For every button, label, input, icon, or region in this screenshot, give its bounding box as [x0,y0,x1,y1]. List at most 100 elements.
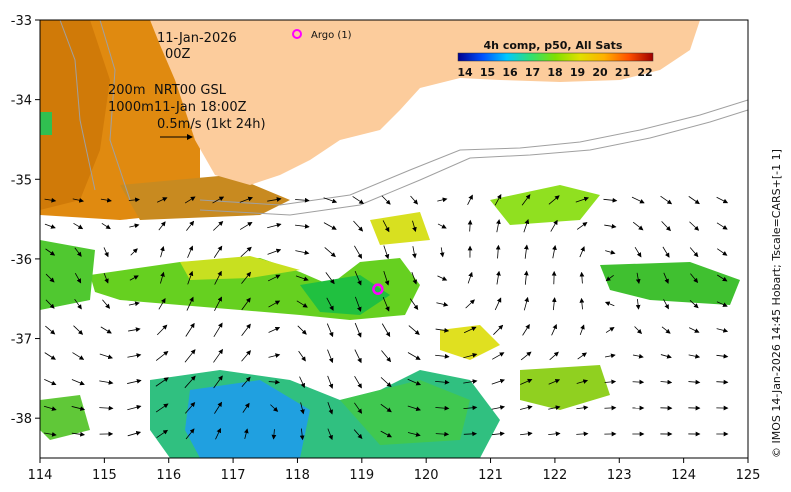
current-vector [127,430,142,437]
current-vector [323,222,337,230]
sst-patch-central-dark [300,275,390,315]
current-vector [187,270,194,285]
current-vector [663,272,669,284]
current-vector [241,350,251,362]
x-axis: 114 115 116 117 118 119 120 121 122 123 124 125 [28,458,760,483]
scale-label: 0.5m/s (1kt 24h) [157,117,266,132]
current-vector [128,197,140,203]
current-vector [295,275,309,282]
current-vector [44,223,56,229]
current-vector [688,327,700,333]
y-tick-label: -33 [11,14,32,29]
current-vector [521,194,531,206]
current-vector [158,298,166,310]
current-vector [325,272,335,285]
current-vector [381,195,391,205]
current-vector [382,220,390,233]
current-vector [323,197,338,204]
current-vector [716,353,729,359]
current-vector [297,325,307,335]
current-vector [160,246,165,258]
x-tick-label: 120 [414,468,439,483]
current-vector [241,376,251,388]
current-vector [99,353,113,360]
current-vector [156,324,168,336]
current-vector [127,404,142,411]
current-vector [45,273,55,283]
isobath-west-2 [99,20,131,201]
sst-patch-sw [40,395,90,440]
current-vector [239,221,253,230]
current-vector [435,431,450,437]
current-vector [522,323,530,336]
current-vector [241,297,251,311]
sst-patch-mid-yellow [370,212,430,245]
current-vector [716,222,728,230]
current-vector [604,379,617,385]
current-vector [463,431,478,437]
current-vector [467,194,473,205]
current-vector [103,247,109,258]
current-vector [661,221,671,232]
current-vector [495,244,501,259]
current-vector [102,299,111,309]
current-vector [382,296,390,312]
current-vector [185,401,196,414]
current-vector [579,297,585,310]
map-time: 00Z [165,47,191,62]
current-vector [354,349,362,364]
current-vector [688,379,701,385]
current-vector [411,272,418,285]
current-vector [604,405,617,411]
current-vector [44,197,57,203]
current-vector [548,431,561,437]
current-vector [155,377,169,387]
current-vector [716,379,729,385]
current-vector [295,223,310,229]
current-vector [412,220,417,233]
current-vector [326,323,334,338]
sst-patch-east-3 [440,325,500,360]
current-vector [491,378,505,385]
current-vector [72,197,85,203]
current-vector [213,245,223,258]
current-vector [435,353,450,359]
current-vector [187,245,194,258]
current-vector [299,428,305,441]
current-vector [660,195,673,205]
current-source-label: NRT00 GSL [154,83,227,98]
current-vector [407,378,422,386]
current-vector [494,193,502,206]
current-vector [493,324,504,335]
isobath-west-1 [59,20,96,191]
current-vector [243,428,249,439]
current-vector [353,429,363,440]
current-vector [155,403,169,413]
current-vector [327,428,333,441]
current-vector [407,432,421,437]
current-vector [186,296,194,311]
current-vector [435,379,450,385]
colorbar-tick-label: 17 [525,66,540,79]
current-vector [437,197,448,203]
current-vector [354,402,363,414]
current-vector [326,297,334,311]
current-vector [156,429,169,439]
current-vector [213,322,223,337]
current-vector [213,220,224,231]
sst-patch-south-green [340,380,470,445]
colorbar-tick-label: 16 [502,66,518,79]
current-vector [71,406,86,411]
current-vector [45,299,55,309]
current-vector [635,272,641,284]
argo-float-marker[interactable] [372,283,384,295]
current-vector [71,431,85,437]
current-vector [74,247,82,257]
credit-text: © IMOS 14-Jan-2026 14:45 Hobart; Tscale=… [770,149,783,458]
current-vector [73,325,84,335]
current-vector [491,431,505,437]
current-vector [73,222,84,230]
current-vector [716,301,728,307]
current-vector [605,249,616,255]
current-vector [635,298,641,310]
